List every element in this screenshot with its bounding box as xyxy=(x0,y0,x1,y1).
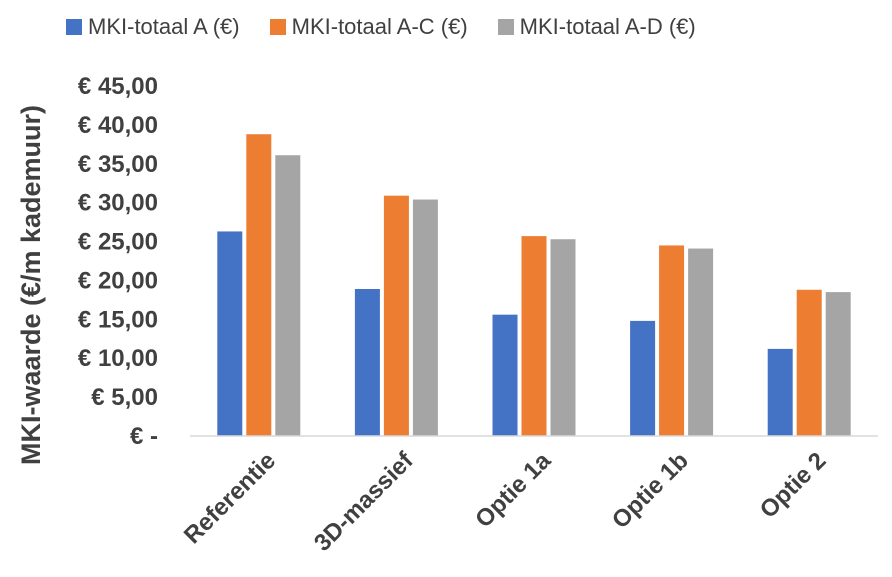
bar-series-ad xyxy=(825,292,851,436)
bar-series-ad xyxy=(412,199,438,436)
x-category-label: Optie 2 xyxy=(755,447,832,524)
y-tick-label: € 10,00 xyxy=(78,345,158,372)
bar-series-ad xyxy=(275,155,301,436)
legend-label-series-ad: MKI-totaal A-D (€) xyxy=(519,14,696,39)
legend-label-series-a: MKI-totaal A (€) xyxy=(88,14,240,39)
legend: MKI-totaal A (€) MKI-totaal A-C (€) MKI-… xyxy=(66,14,696,40)
legend-label-series-ac: MKI-totaal A-C (€) xyxy=(291,14,468,39)
y-tick-label: € 5,00 xyxy=(91,384,158,411)
bar-series-ad xyxy=(550,239,576,436)
bar-series-a xyxy=(217,231,243,436)
legend-swatch-series-ac xyxy=(269,19,286,35)
bar-series-ad xyxy=(688,248,714,436)
x-category-label: Referentie xyxy=(179,447,281,549)
x-axis-categories: Referentie 3D-massief Optie 1a Optie 1b Opti… xyxy=(179,446,831,556)
y-axis-title: MKI-waarde (€/m kademuur) xyxy=(16,105,46,465)
bar-series-a xyxy=(492,314,518,436)
x-category-label: 3D-massief xyxy=(309,446,419,556)
y-tick-label: € 20,00 xyxy=(78,267,158,294)
bar-series-ac xyxy=(659,245,685,436)
bar-series-ac xyxy=(796,289,822,436)
bar-series-ac xyxy=(246,134,272,436)
x-category-label: Optie 1b xyxy=(607,447,694,534)
bar-series-a xyxy=(767,348,793,436)
y-tick-label: € 30,00 xyxy=(78,190,158,217)
legend-item-series-ac: MKI-totaal A-C (€) xyxy=(269,14,468,40)
legend-item-series-ad: MKI-totaal A-D (€) xyxy=(497,14,696,40)
y-tick-label: € - xyxy=(130,423,158,450)
y-tick-label: € 25,00 xyxy=(78,229,158,256)
bar-series-ac xyxy=(383,195,409,436)
y-tick-label: € 35,00 xyxy=(78,151,158,178)
x-category-label: Optie 1a xyxy=(470,447,557,534)
bar-series-a xyxy=(354,289,380,436)
bar-series-a xyxy=(630,320,656,436)
legend-item-series-a: MKI-totaal A (€) xyxy=(66,14,240,40)
y-tick-label: € 15,00 xyxy=(78,306,158,333)
legend-swatch-series-a xyxy=(66,19,82,35)
y-tick-label: € 45,00 xyxy=(78,73,158,100)
legend-swatch-series-ad xyxy=(497,19,514,35)
bar-series-ac xyxy=(521,236,547,436)
bars xyxy=(217,134,851,436)
y-axis-ticks: € - € 5,00 € 10,00 € 15,00 € 20,00 € 25,00 € 3… xyxy=(78,73,158,450)
y-tick-label: € 40,00 xyxy=(78,112,158,139)
